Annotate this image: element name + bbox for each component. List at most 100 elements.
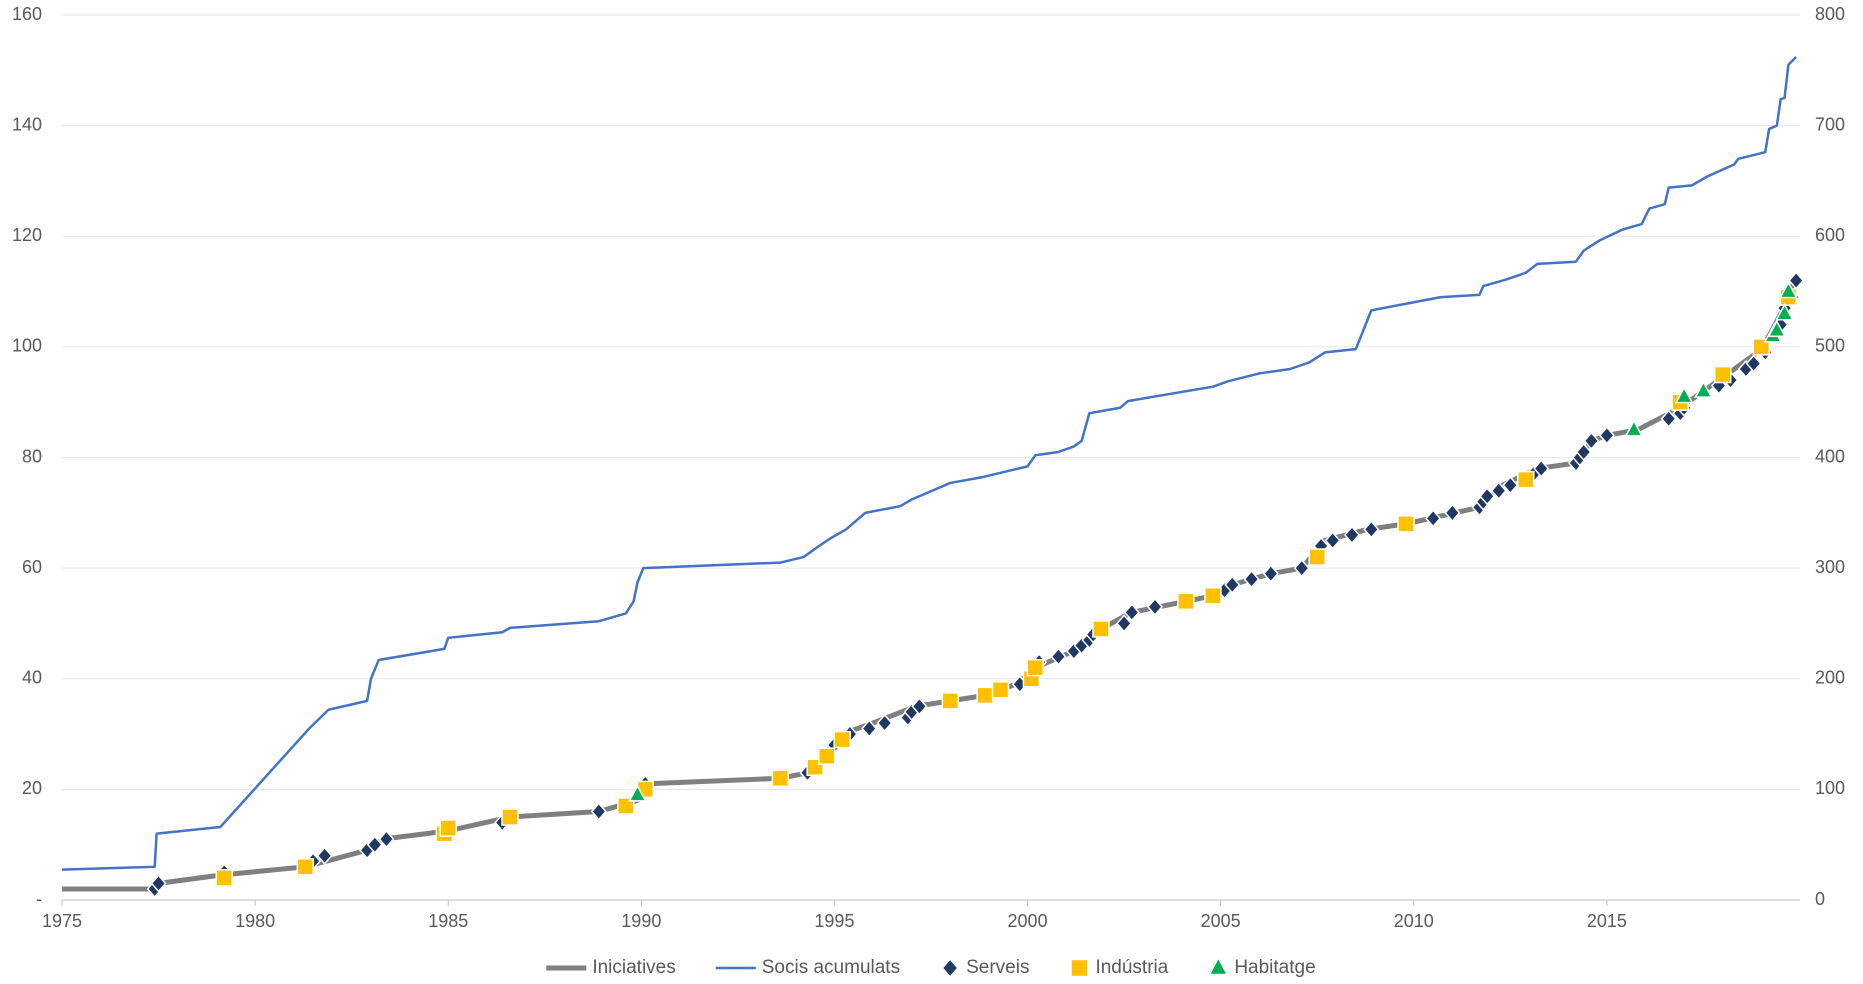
marker-diamond (911, 697, 928, 716)
marker-square (991, 681, 1010, 699)
y-tick-label: 140 (12, 114, 42, 134)
marker-triangle (1674, 386, 1694, 404)
marker-square (976, 686, 994, 705)
marker-square (617, 797, 635, 815)
y2-tick-label: 200 (1815, 668, 1845, 688)
marker-triangle (1694, 380, 1713, 398)
marker-diamond (150, 874, 167, 893)
y-tick-label: 160 (12, 4, 42, 24)
legend-item: Habitatge (1209, 957, 1316, 978)
y2-tick-label: 800 (1815, 4, 1845, 24)
y2-tick-label: 400 (1815, 446, 1845, 466)
marker-triangle (1775, 303, 1794, 321)
y2-tick-label: 300 (1815, 557, 1845, 577)
y-tick-label: 80 (22, 446, 42, 466)
y2-tick-label: 0 (1815, 889, 1825, 909)
y2-tick-label: 500 (1815, 336, 1845, 356)
marker-square (501, 808, 519, 826)
marker-square (1177, 592, 1195, 611)
marker-diamond (1343, 525, 1360, 545)
y-tick-label: 40 (22, 668, 42, 688)
marker-diamond (1116, 614, 1133, 633)
legend: Iniciatives Socis acumulats Serveis Indústr… (546, 957, 1316, 978)
marker-diamond (1324, 531, 1341, 550)
marker-diamond (366, 835, 383, 854)
x-tick-label: 1980 (235, 911, 275, 931)
series-line (61, 56, 1798, 871)
marker-square (215, 869, 233, 887)
y2-tick-label: 100 (1815, 778, 1845, 798)
legend-item: Socis acumulats (715, 957, 900, 978)
marker-triangle (1779, 280, 1798, 299)
legend-label: Socis acumulats (762, 957, 900, 978)
legend-marker (1209, 958, 1227, 975)
marker-diamond (1745, 354, 1762, 373)
marker-diamond (1575, 442, 1592, 462)
marker-diamond (316, 846, 333, 865)
marker-diamond (1147, 597, 1164, 616)
marker-diamond (1363, 520, 1380, 539)
marker-square (1308, 548, 1326, 566)
marker-diamond (378, 830, 395, 849)
series-line (62, 279, 1799, 892)
x-tick-label: 1990 (621, 911, 661, 931)
x-tick-label: 1985 (428, 911, 468, 931)
y-tick-label: 100 (12, 336, 42, 356)
marker-square (1752, 338, 1771, 356)
marker-square (1714, 365, 1732, 384)
marker-square (833, 730, 851, 749)
x-tick-label: 2005 (1201, 911, 1241, 931)
legend-item: Iniciatives (546, 957, 676, 978)
marker-square (1026, 658, 1045, 677)
legend-label: Habitatge (1234, 957, 1315, 978)
x-tick-label: 2000 (1008, 911, 1048, 931)
marker-diamond (1598, 426, 1615, 445)
marker-diamond (1224, 575, 1241, 594)
marker-diamond (1425, 509, 1442, 528)
x-tick-label: 2015 (1587, 911, 1627, 931)
marker-diamond (590, 802, 607, 821)
legend-label: Serveis (966, 957, 1029, 978)
marker-triangle (628, 784, 647, 802)
marker-diamond (1583, 431, 1600, 451)
marker-diamond (1293, 558, 1310, 578)
legend-marker (1071, 959, 1088, 977)
marker-diamond (1444, 503, 1461, 522)
y-tick-label: 60 (22, 557, 42, 577)
marker-square (771, 769, 790, 788)
marker-diamond (1123, 603, 1140, 622)
x-tick-label: 1995 (814, 911, 854, 931)
legend-item: Indústria (1071, 957, 1169, 978)
y-tick-label: 20 (22, 778, 42, 798)
marker-square (1517, 470, 1535, 489)
marker-triangle (1767, 319, 1787, 338)
y2-tick-label: 600 (1815, 225, 1845, 245)
legend-item: Serveis (942, 957, 1029, 978)
marker-diamond (861, 719, 878, 738)
marker-square (296, 858, 315, 876)
marker-diamond (1502, 476, 1519, 495)
marker-square (1092, 620, 1110, 638)
marker-diamond (876, 713, 893, 733)
x-tick-label: 2010 (1394, 911, 1434, 931)
marker-diamond (1490, 481, 1507, 500)
x-tick-label: 1975 (42, 911, 82, 931)
legend-label: Indústria (1095, 957, 1168, 978)
marker-square (1397, 515, 1415, 533)
marker-diamond (1262, 564, 1279, 583)
marker-triangle (1624, 419, 1644, 437)
marker-diamond (1660, 409, 1677, 428)
marker-square (817, 747, 836, 765)
marker-square (1204, 587, 1222, 605)
legend-label: Iniciatives (592, 957, 675, 978)
marker-diamond (1533, 459, 1550, 478)
marker-diamond (1243, 570, 1260, 589)
marker-diamond (1050, 647, 1067, 666)
marker-diamond (1479, 487, 1496, 506)
y-tick-label: - (36, 889, 42, 909)
marker-square (439, 819, 457, 837)
marker-square (941, 692, 960, 710)
y2-tick-label: 700 (1815, 114, 1845, 134)
y-tick-label: 120 (12, 225, 42, 245)
